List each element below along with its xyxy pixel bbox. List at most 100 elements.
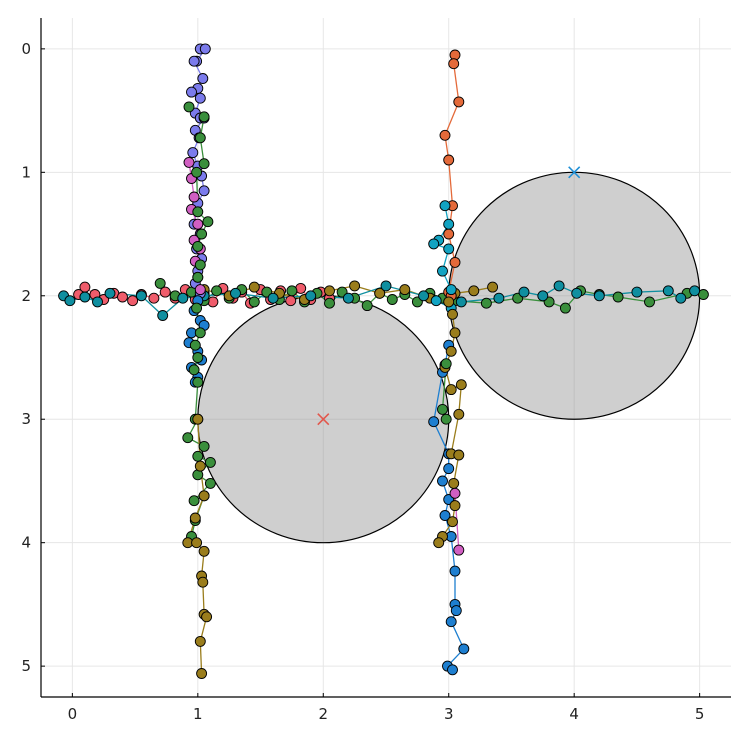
green-vertical-left-point xyxy=(192,206,204,218)
olive-vertical-left-point xyxy=(201,611,213,623)
green-vertical-left-point xyxy=(202,216,214,228)
teal-horizontal-point xyxy=(455,296,467,308)
olive-horizontal-point xyxy=(374,287,386,299)
teal-horizontal-point xyxy=(267,292,279,304)
pink-vertical-point xyxy=(194,284,206,296)
olive-vertical-right-point xyxy=(449,500,461,512)
y-tick-label: 1 xyxy=(21,163,31,181)
orange-vertical-point xyxy=(453,96,465,108)
orange-vertical-line xyxy=(444,54,460,297)
violet-vertical-point xyxy=(194,92,206,104)
y-tick-label: 4 xyxy=(21,534,31,552)
olive-vertical-left-point xyxy=(189,512,201,524)
y-tick-labels: 0 1 2 3 4 5 xyxy=(21,40,31,675)
cyan-vertical-point xyxy=(437,265,448,277)
blue-vertical-right-point xyxy=(443,463,455,475)
green-vertical-left-point xyxy=(194,327,206,339)
teal-horizontal-point xyxy=(631,286,643,298)
teal-horizontal-point xyxy=(418,290,430,302)
x-tick-label: 0 xyxy=(68,705,78,723)
green-vertical-left-point xyxy=(189,339,201,351)
teal-horizontal-point xyxy=(571,287,583,299)
teal-horizontal-point xyxy=(305,290,317,302)
green-vertical-right-point xyxy=(440,413,452,425)
olive-vertical-left-point xyxy=(194,635,206,647)
green-vertical-left-point xyxy=(191,302,203,314)
orange-vertical-point xyxy=(449,256,461,268)
target-red-stroke-b xyxy=(317,413,330,426)
blue-vertical-right-point xyxy=(428,416,440,428)
olive-vertical-right-point xyxy=(445,384,457,396)
pink-vertical-right-point xyxy=(453,544,465,556)
green-vertical-left-point xyxy=(204,477,216,489)
salmon-horizontal-point xyxy=(117,291,128,303)
green-vertical-left-point xyxy=(194,259,206,271)
salmon-horizontal-point xyxy=(127,295,139,307)
olive-vertical-right-point xyxy=(455,379,467,391)
violet-vertical-point xyxy=(198,185,210,197)
teal-horizontal-point xyxy=(493,292,505,304)
olive-vertical-right-point xyxy=(445,345,457,357)
green-vertical-left-point xyxy=(182,432,194,444)
pink-vertical-right-point xyxy=(449,487,461,499)
teal-horizontal-point xyxy=(177,292,189,304)
green-vertical-left-point xyxy=(198,111,210,123)
teal-horizontal-point xyxy=(157,310,169,321)
axes xyxy=(40,18,731,698)
violet-vertical-point xyxy=(188,55,200,67)
green-horizontal-point xyxy=(154,277,166,289)
teal-horizontal-point xyxy=(92,296,103,308)
green-vertical-left-point xyxy=(188,364,200,376)
y-tick-label: 0 xyxy=(21,40,31,58)
orange-vertical-point xyxy=(443,228,455,240)
blue-vertical-right-point xyxy=(447,664,458,676)
olive-horizontal-point xyxy=(399,284,411,296)
orange-vertical-point xyxy=(448,58,460,70)
green-horizontal-point xyxy=(644,296,655,308)
teal-horizontal-point xyxy=(593,290,605,302)
y-tick-label: 3 xyxy=(21,410,31,428)
olive-vertical-right-point xyxy=(447,308,458,320)
teal-horizontal-point xyxy=(662,285,674,297)
pink-vertical-point xyxy=(188,191,200,203)
green-vertical-left-point xyxy=(196,228,208,240)
teal-horizontal-point xyxy=(104,287,116,299)
olive-horizontal-point xyxy=(324,285,335,297)
salmon-horizontal-point xyxy=(79,281,91,293)
x-tick-label: 2 xyxy=(318,705,328,723)
cyan-vertical-point xyxy=(428,238,440,250)
olive-horizontal-point xyxy=(349,280,361,292)
teal-horizontal-point xyxy=(64,295,76,307)
blue-vertical-right-point xyxy=(458,643,470,655)
teal-horizontal-point xyxy=(675,292,687,304)
teal-horizontal-point xyxy=(342,292,354,304)
target-markers xyxy=(317,166,581,426)
olive-vertical-right-point xyxy=(447,516,458,528)
target-blue-stroke-b xyxy=(568,166,581,179)
green-vertical-left-point xyxy=(204,456,216,468)
green-vertical-right-point xyxy=(440,358,452,370)
series-points xyxy=(58,43,709,679)
blue-vertical-right-point xyxy=(445,616,457,628)
teal-horizontal-point xyxy=(553,280,565,292)
teal-horizontal-point xyxy=(230,287,241,299)
teal-horizontal-point xyxy=(518,286,530,298)
cyan-vertical-point xyxy=(445,284,457,296)
pink-vertical-point xyxy=(183,156,195,168)
olive-horizontal-point xyxy=(248,281,260,293)
green-horizontal-point xyxy=(211,285,223,297)
salmon-horizontal-point xyxy=(285,295,297,307)
olive-vertical-right-point xyxy=(449,327,461,339)
teal-horizontal-point xyxy=(537,290,549,302)
target-blue xyxy=(568,166,581,179)
salmon-horizontal-point xyxy=(159,286,171,298)
green-vertical-left-point xyxy=(192,352,204,363)
x-tick-label: 4 xyxy=(569,705,579,723)
cyan-vertical-point xyxy=(430,295,442,307)
pink-vertical-point xyxy=(192,218,204,230)
green-horizontal-point xyxy=(612,291,624,303)
green-vertical-left-point xyxy=(192,271,204,283)
olive-vertical-left-point xyxy=(192,413,204,425)
violet-vertical-point xyxy=(199,43,211,55)
